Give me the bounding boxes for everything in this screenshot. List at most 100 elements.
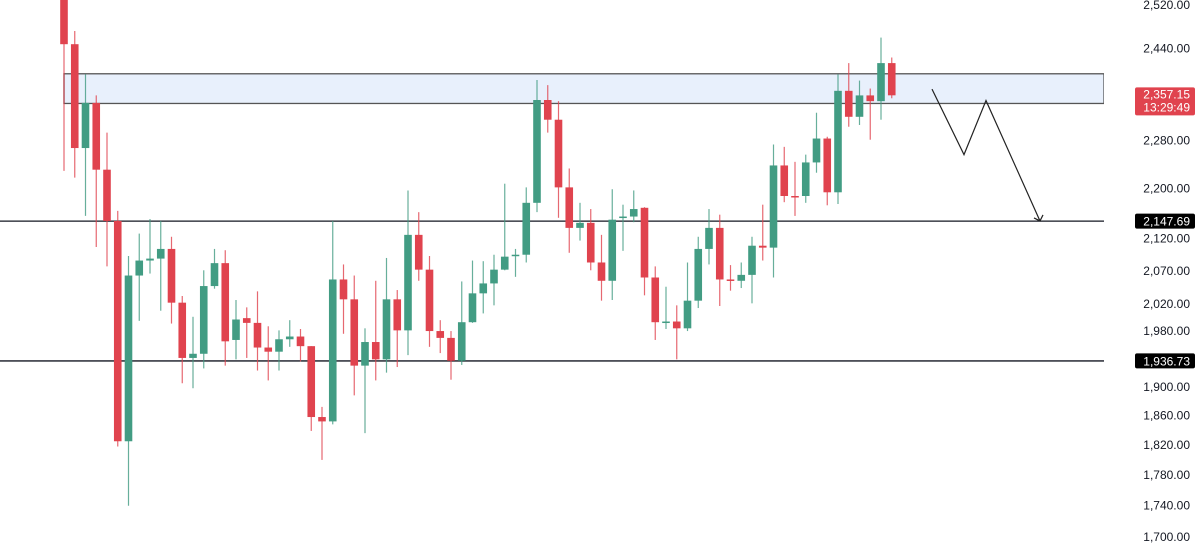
candle-body	[866, 95, 875, 102]
candle	[511, 248, 520, 277]
candle-body	[608, 219, 617, 281]
candle-body	[189, 353, 197, 358]
candle	[146, 219, 154, 274]
candle	[877, 37, 885, 120]
candle-body	[705, 227, 713, 249]
candle	[672, 305, 681, 360]
candle	[801, 154, 810, 203]
candle	[275, 330, 283, 371]
candle	[70, 31, 79, 178]
candle-body	[651, 277, 660, 323]
candle	[844, 63, 853, 127]
projection-path[interactable]	[931, 88, 1041, 222]
candle-body	[565, 187, 574, 228]
countdown-label: 13:29:49	[1143, 100, 1190, 114]
candle	[113, 210, 122, 447]
candle	[60, 0, 68, 171]
candle	[791, 161, 799, 216]
candle-body	[791, 195, 799, 198]
candle	[780, 146, 789, 203]
level-label: 1,936.73	[1143, 354, 1190, 368]
candle	[651, 266, 660, 340]
candle	[586, 209, 595, 271]
price-axis[interactable]: 2,520.00 2,440.00 2,280.00 2,200.00 2,120.00…	[1143, 0, 1190, 544]
candle	[92, 95, 101, 247]
level-label-bg	[1135, 353, 1195, 369]
candle-body	[737, 274, 746, 281]
candle-body	[855, 95, 864, 117]
candle-body	[404, 234, 412, 331]
y-tick-label: 2,020.00	[1143, 297, 1190, 311]
candle	[855, 80, 864, 125]
candle	[285, 320, 294, 347]
candle	[737, 262, 746, 289]
candle	[812, 112, 821, 173]
candle	[468, 260, 477, 323]
candle-body	[199, 286, 208, 354]
candle	[371, 280, 380, 381]
candle-body	[167, 248, 176, 303]
candle-body	[812, 138, 821, 163]
candle-body	[232, 319, 240, 340]
candle-body	[70, 44, 79, 149]
candle	[296, 329, 305, 362]
candle	[887, 57, 896, 99]
candle	[382, 257, 391, 373]
candle	[834, 74, 842, 205]
candle	[823, 136, 832, 206]
candle-body	[146, 258, 154, 261]
candle	[221, 250, 230, 366]
candle-body	[328, 279, 337, 422]
candle	[189, 316, 197, 389]
candle	[726, 265, 735, 291]
arrowhead-icon	[1033, 214, 1044, 222]
candle-body	[683, 300, 692, 329]
candle-body	[576, 222, 584, 228]
resistance-zone[interactable]	[63, 73, 1105, 105]
candle-body	[597, 262, 606, 281]
candle-body	[285, 336, 294, 340]
candle	[576, 202, 584, 241]
candle-body	[124, 275, 133, 442]
y-tick-label: 2,200.00	[1143, 182, 1190, 196]
candle	[715, 214, 724, 307]
candle-body	[178, 302, 187, 358]
candle	[253, 291, 262, 371]
candle	[264, 326, 273, 381]
candle-body	[554, 119, 563, 188]
candle-body	[393, 299, 402, 331]
candles	[60, 0, 896, 506]
candle-body	[662, 321, 670, 324]
candle	[210, 248, 219, 289]
projection-arrow[interactable]	[931, 88, 1044, 222]
candle	[629, 190, 638, 223]
candle-body	[490, 269, 498, 284]
candle-body	[522, 202, 531, 255]
candle-body	[619, 216, 627, 219]
candle	[232, 300, 240, 360]
candle-body	[350, 299, 359, 366]
candle	[479, 261, 488, 314]
candle-body	[371, 342, 380, 360]
candle-body	[758, 245, 767, 248]
candle-body	[844, 90, 853, 117]
candle-body	[533, 100, 541, 203]
candle-body	[221, 263, 230, 342]
candle-body	[264, 347, 273, 352]
candle	[662, 286, 670, 330]
candle	[769, 144, 778, 278]
candle	[543, 85, 552, 133]
candle-body	[877, 63, 885, 102]
candle-body	[586, 222, 595, 263]
candle	[350, 275, 359, 396]
candle	[318, 406, 326, 460]
resistance-zone-rect[interactable]	[63, 73, 1105, 105]
candle-body	[447, 337, 455, 361]
y-tick-label: 1,900.00	[1143, 380, 1190, 394]
candle-body	[640, 207, 649, 278]
candle-body	[479, 283, 488, 294]
candle	[425, 256, 434, 347]
level-label: 2,147.69	[1143, 215, 1190, 229]
y-tick-label: 2,520.00	[1143, 0, 1190, 12]
